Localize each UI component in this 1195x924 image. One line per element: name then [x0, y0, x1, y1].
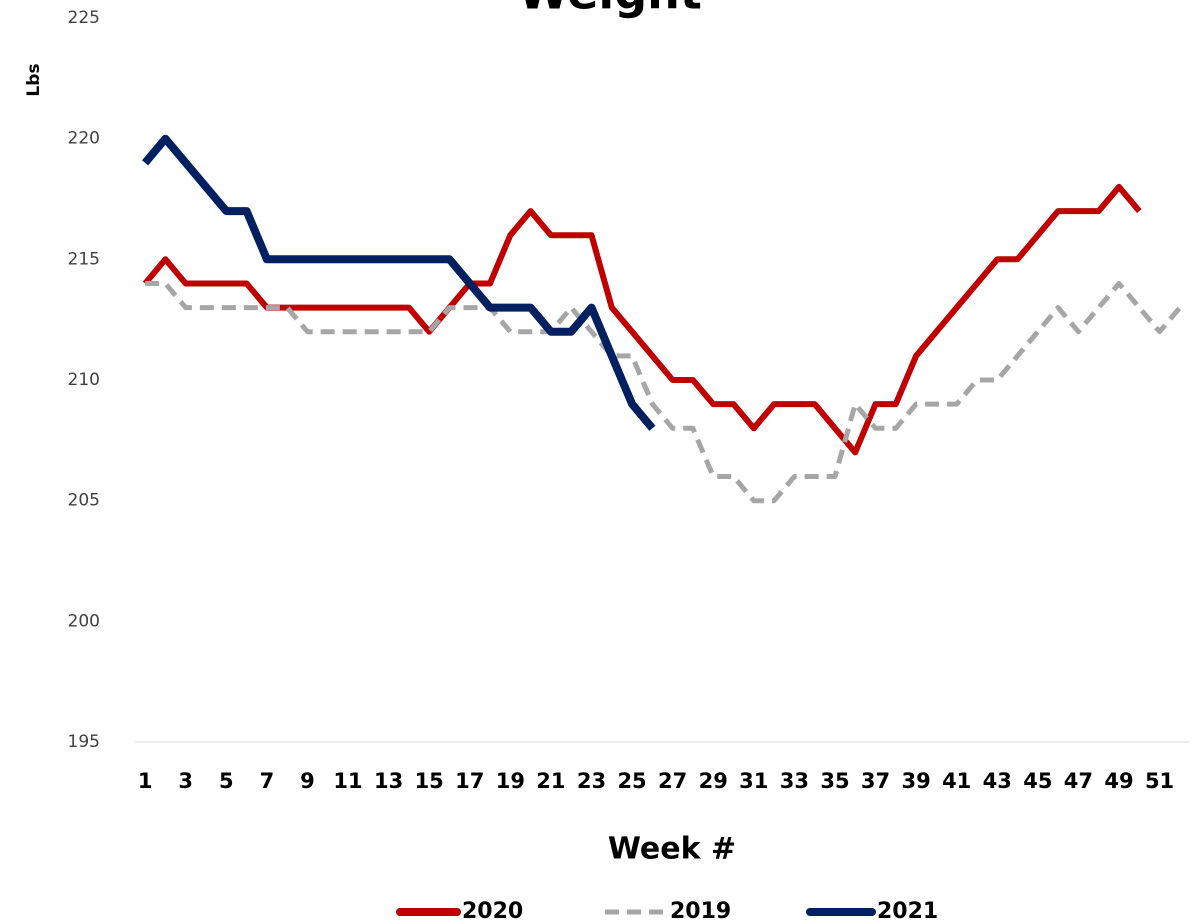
- x-tick-label: 39: [901, 769, 930, 793]
- y-axis-label: Lbs: [24, 63, 44, 96]
- x-tick-label: 43: [983, 769, 1012, 793]
- x-tick-label: 19: [496, 769, 525, 793]
- x-tick-label: 3: [178, 769, 193, 793]
- series-line: [145, 281, 1182, 504]
- legend-label: 2019: [670, 899, 731, 924]
- x-tick-label: 1: [138, 769, 153, 793]
- x-tick-label: 17: [455, 769, 484, 793]
- y-tick-label: 205: [68, 491, 100, 511]
- x-tick-label: 9: [300, 769, 315, 793]
- chart-title: Weight: [518, 0, 702, 20]
- y-tick-label: 200: [68, 611, 100, 631]
- x-axis-label: Week #: [608, 832, 736, 867]
- x-tick-label: 47: [1064, 769, 1093, 793]
- x-tick-label: 21: [536, 769, 565, 793]
- y-tick-label: 225: [68, 8, 100, 28]
- y-tick-label: 210: [68, 370, 100, 390]
- x-tick-label: 11: [333, 769, 362, 793]
- x-tick-label: 23: [577, 769, 606, 793]
- series-line: [142, 134, 656, 431]
- x-tick-label: 13: [374, 769, 403, 793]
- y-tick-label: 215: [68, 249, 100, 269]
- x-tick-label: 33: [780, 769, 809, 793]
- legend-label: 2020: [462, 899, 523, 924]
- x-tick-label: 27: [658, 769, 687, 793]
- x-tick-label: 41: [942, 769, 971, 793]
- x-tick-label: 35: [820, 769, 849, 793]
- y-tick-label: 195: [68, 732, 100, 752]
- x-tick-label: 29: [699, 769, 728, 793]
- legend-label: 2021: [877, 899, 938, 924]
- x-tick-label: 51: [1145, 769, 1174, 793]
- x-tick-label: 5: [219, 769, 234, 793]
- series-line: [142, 183, 1142, 456]
- x-tick-label: 37: [861, 769, 890, 793]
- x-tick-label: 49: [1104, 769, 1133, 793]
- x-tick-label: 7: [260, 769, 275, 793]
- x-tick-label: 31: [739, 769, 768, 793]
- x-tick-label: 25: [617, 769, 646, 793]
- x-tick-label: 45: [1023, 769, 1052, 793]
- x-tick-label: 15: [415, 769, 444, 793]
- y-tick-label: 220: [68, 129, 100, 149]
